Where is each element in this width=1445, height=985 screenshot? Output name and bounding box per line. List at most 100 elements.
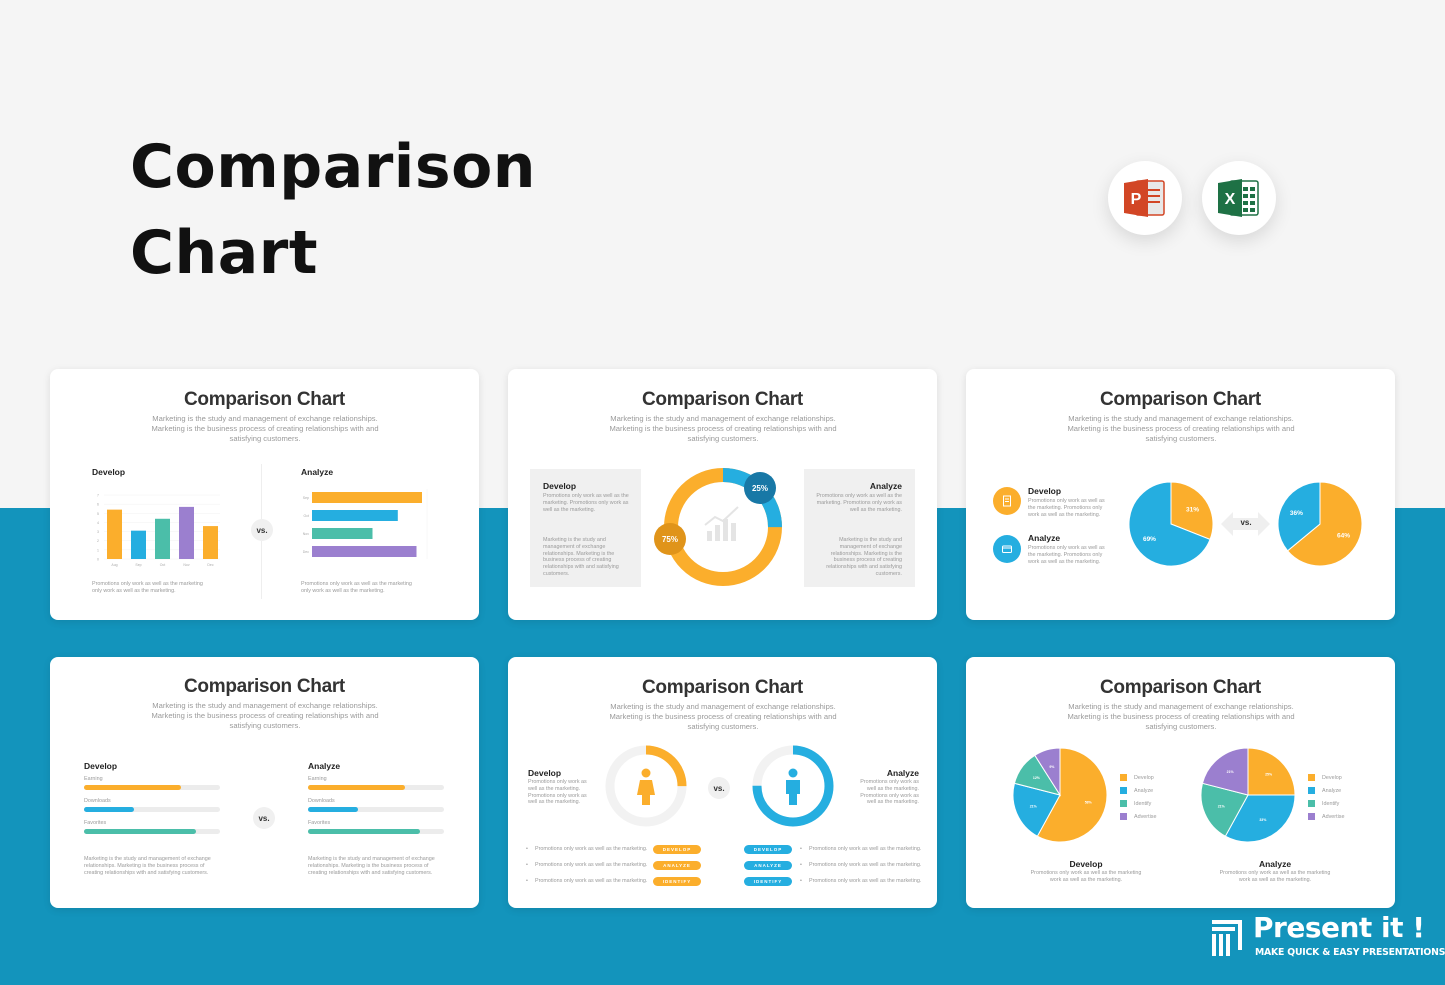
y-tick-label: 3 xyxy=(97,530,99,534)
brand-name: Present it ! xyxy=(1253,911,1425,944)
slide-thumbnail-donut-comparison[interactable]: Comparison Chart Marketing is the study … xyxy=(508,369,937,620)
pie-slice xyxy=(1277,481,1321,552)
progress-label: Earning xyxy=(84,776,103,782)
y-tick-label: 2 xyxy=(97,539,99,543)
x-tick-label: Aug xyxy=(111,563,117,567)
svg-text:X: X xyxy=(1225,191,1236,208)
tag-identify: IDENTIFY xyxy=(653,877,701,886)
slide-thumbnail-person-comparison[interactable]: Comparison Chart Marketing is the study … xyxy=(508,657,937,908)
legend-label: Develop xyxy=(1134,775,1154,781)
hbar xyxy=(312,492,422,503)
female-ring-chart xyxy=(605,745,687,827)
bullet-text: Promotions only work as well as the mark… xyxy=(535,846,648,852)
legend-analyze: Develop Analyze Identify Advertise xyxy=(1308,774,1368,824)
develop-caption: Promotions only work as well as the mark… xyxy=(1030,870,1142,883)
progress-track xyxy=(84,829,220,834)
pie-slice xyxy=(1286,481,1363,567)
icon-trend-line xyxy=(704,506,739,526)
develop-label: Develop xyxy=(84,761,118,771)
bar xyxy=(203,526,218,559)
slide-thumbnail-progress-comparison[interactable]: Comparison Chart Marketing is the study … xyxy=(50,657,479,908)
analyze-label: Analyze xyxy=(308,761,341,771)
legend-swatch xyxy=(1120,787,1127,794)
title-line-1: Comparison xyxy=(130,132,537,202)
slide-subtitle: Marketing is the study and management of… xyxy=(609,414,837,443)
progress-fill xyxy=(308,807,359,812)
pie-slice-label: 25% xyxy=(1265,773,1273,777)
legend-swatch xyxy=(1308,800,1315,807)
progress-track xyxy=(84,807,220,812)
pie-chart-develop: 31% 69% xyxy=(1128,481,1214,567)
legend-swatch xyxy=(1120,813,1127,820)
bullet-text: Promotions only work as well as the mark… xyxy=(809,846,922,852)
horizontal-bar-chart: Sep Oct Nov Dec xyxy=(303,489,428,559)
legend-develop: Develop Analyze Identify Advertise xyxy=(1120,774,1180,824)
vertical-bar-chart: 0 1 2 3 4 5 6 7 Aug Sep Oct Nov Dec xyxy=(97,494,220,567)
progress-label: Downloads xyxy=(84,798,111,804)
pie-slice-label: 21% xyxy=(1030,805,1038,809)
bullet-dot: • xyxy=(800,846,802,852)
powerpoint-icon: P xyxy=(1108,161,1182,235)
y-tick-label: Dec xyxy=(303,550,309,554)
analyze-panel: Analyze Promotions only work as well as … xyxy=(804,469,915,587)
bar xyxy=(131,530,146,559)
vs-label: vs. xyxy=(1240,518,1252,527)
slide-thumbnail-pie-comparison[interactable]: Comparison Chart Marketing is the study … xyxy=(966,369,1395,620)
slide-subtitle: Marketing is the study and management of… xyxy=(151,701,379,730)
legend-label: Analyze xyxy=(1134,788,1154,794)
analyze-label: Analyze xyxy=(1258,859,1292,869)
slide-title: Comparison Chart xyxy=(642,677,803,698)
slide-thumbnail-bar-comparison[interactable]: Comparison Chart Marketing is the study … xyxy=(50,369,479,620)
legend-label: Develop xyxy=(1322,775,1342,781)
y-tick-label: Sep xyxy=(303,496,309,500)
y-tick-label: 1 xyxy=(97,548,99,552)
y-tick-label: 6 xyxy=(97,503,99,507)
pie-slice-label: 9% xyxy=(1049,765,1055,769)
vs-badge: vs. xyxy=(251,519,273,541)
y-tick-label: Oct xyxy=(304,514,309,518)
legend-swatch xyxy=(1120,774,1127,781)
brand-mark-icon xyxy=(1212,920,1242,956)
pie-slice xyxy=(1036,747,1108,843)
bullet-dot: • xyxy=(800,862,802,868)
tag-analyze: ANALYZE xyxy=(744,861,792,870)
analyze-bullet-list: DEVELOP • Promotions only work as well a… xyxy=(744,845,924,891)
pie-chart-develop: 58% 21% 12% 9% xyxy=(1012,747,1108,843)
x-tick-label: Sep xyxy=(135,563,141,567)
pie-slice-label: 31% xyxy=(1186,507,1199,514)
progress-fill xyxy=(308,829,420,834)
develop-label: Develop xyxy=(92,467,126,477)
y-tick-label: 4 xyxy=(97,521,99,525)
vs-badge: vs. xyxy=(253,807,275,829)
slide-title: Comparison Chart xyxy=(184,389,345,410)
pie-slice xyxy=(1012,782,1061,837)
develop-bullet-list: • Promotions only work as well as the ma… xyxy=(526,845,706,891)
analyze-label: Analyze xyxy=(886,768,919,778)
donut-segment-25 xyxy=(664,468,782,586)
analyze-label: Analyze xyxy=(1028,533,1061,543)
legend-swatch xyxy=(1308,813,1315,820)
donut-label-25: 25% xyxy=(744,472,776,504)
analyze-progress-group: Analyze Earning Downloads Favorites xyxy=(308,761,444,881)
slide-thumbnail-multi-pie-comparison[interactable]: Comparison Chart Marketing is the study … xyxy=(966,657,1395,908)
pie-slice-label: 33% xyxy=(1259,818,1267,822)
develop-label: Develop xyxy=(1028,486,1062,496)
progress-fill xyxy=(308,785,405,790)
slide-title: Comparison Chart xyxy=(184,676,345,697)
icon-bar xyxy=(731,523,736,541)
develop-note: Marketing is the study and management of… xyxy=(84,856,211,876)
female-icon xyxy=(637,768,655,805)
slide-subtitle: Marketing is the study and management of… xyxy=(151,414,379,443)
progress-label: Favorites xyxy=(308,820,331,826)
bullet-dot: • xyxy=(526,878,528,884)
pie-slice xyxy=(1201,747,1249,796)
chart-growth-icon xyxy=(704,506,739,541)
document-icon xyxy=(993,487,1021,515)
analyze-label: Analyze xyxy=(869,481,902,491)
pie-slice-label: 69% xyxy=(1143,536,1156,543)
vs-badge: vs. xyxy=(708,777,730,799)
slide-subtitle: Marketing is the study and management of… xyxy=(1067,414,1295,443)
male-icon xyxy=(786,768,800,805)
analyze-text-1: Promotions only work as well as the mark… xyxy=(816,493,902,513)
develop-text-1: Promotions only work as well as the mark… xyxy=(543,493,629,513)
